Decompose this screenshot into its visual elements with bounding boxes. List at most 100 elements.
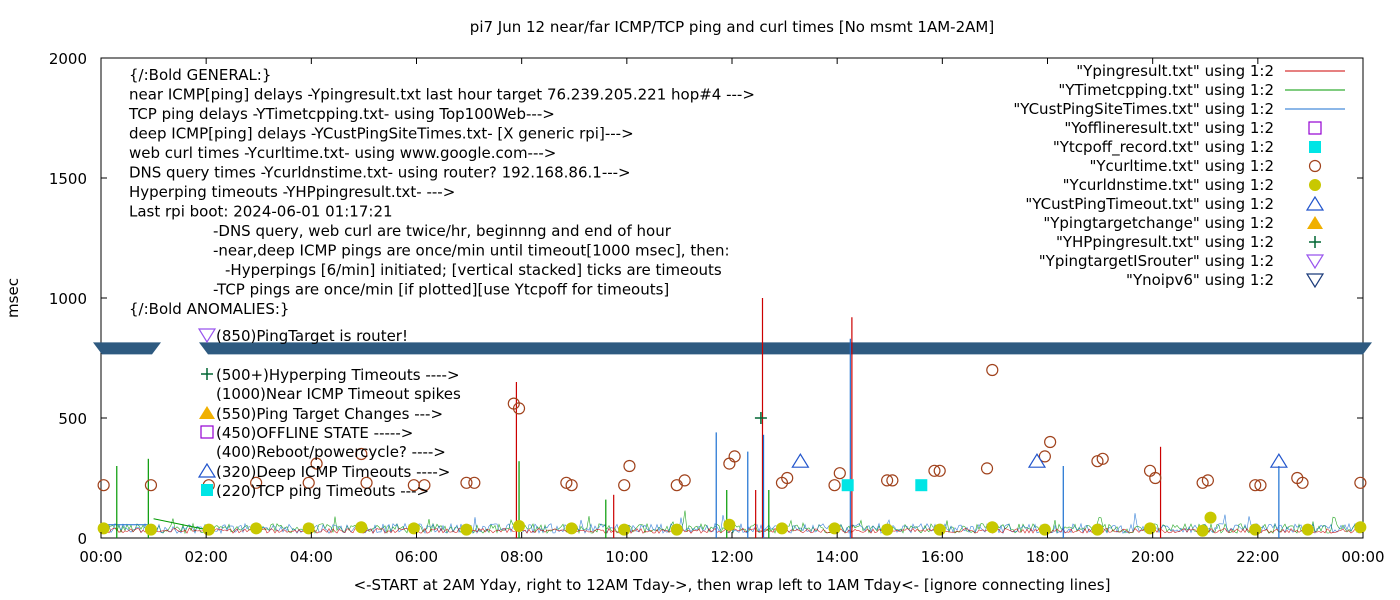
data-point	[1149, 471, 1162, 485]
data-point	[1143, 464, 1157, 477]
data-point	[754, 412, 767, 424]
data-point	[915, 479, 928, 492]
legend-marker	[1309, 236, 1321, 248]
x-tick-label: 00:00	[79, 548, 122, 566]
anomaly-marker	[201, 368, 213, 380]
data-point	[928, 464, 941, 477]
data-point	[828, 479, 841, 492]
data-point	[828, 522, 841, 535]
data-point	[678, 474, 691, 487]
data-point	[1038, 450, 1051, 463]
data-point	[1354, 521, 1367, 534]
anomaly-line: (850)PingTarget is router!	[216, 327, 408, 345]
data-point	[1144, 522, 1157, 535]
note-line: {/:Bold ANOMALIES:}	[129, 300, 289, 318]
data-point	[1044, 435, 1057, 449]
anomaly-marker	[200, 425, 214, 439]
data-point	[1038, 523, 1051, 536]
data-point	[618, 479, 631, 492]
legend-label: "YTimetcpping.txt" using 1:2	[1058, 81, 1274, 99]
data-point	[886, 474, 899, 487]
data-point	[1269, 453, 1288, 468]
data-point	[468, 476, 481, 489]
note-line: Last rpi boot: 2024-06-01 01:17:21	[129, 203, 393, 221]
x-tick-label: 12:00	[710, 548, 753, 566]
data-point	[1249, 523, 1262, 536]
data-point	[512, 402, 526, 415]
data-point	[407, 522, 420, 535]
data-point	[1196, 476, 1209, 489]
note-line: Hyperping timeouts -YHPpingresult.txt- -…	[129, 183, 455, 201]
band-left	[93, 342, 161, 355]
x-tick-label: 14:00	[816, 548, 859, 566]
notes: {/:Bold GENERAL:} near ICMP[ping] delays …	[128, 66, 755, 318]
data-point	[728, 450, 741, 463]
data-point	[302, 476, 315, 489]
data-point	[723, 457, 736, 470]
data-point	[460, 476, 473, 489]
x-tick-label: 08:00	[500, 548, 543, 566]
anomaly-marker	[201, 484, 213, 496]
note-line: -near,deep ICMP pings are once/min until…	[213, 242, 730, 260]
data-point	[360, 476, 373, 489]
legend-label: "YHPpingresult.txt" using 1:2	[1056, 233, 1274, 251]
anomaly-line: (400)Reboot/powercycle? ---->	[216, 443, 446, 461]
anomaly-marker	[197, 462, 217, 478]
note-line: -Hyperpings [6/min] initiated; [vertical…	[225, 261, 722, 279]
data-point	[97, 479, 110, 492]
connecting-line	[153, 518, 207, 531]
axis-ticks: 00:00 02:00 04:00 06:00 08:00 10:00 12:00 14:00…	[49, 50, 1385, 566]
legend-label: "YpingtargetISrouter" using 1:2	[1039, 252, 1274, 270]
anomaly-line: (450)OFFLINE STATE ----->	[216, 424, 413, 442]
x-tick-label: 02:00	[185, 548, 228, 566]
legend: "Ypingresult.txt" using 1:2"YTimetcpping…	[1013, 62, 1345, 289]
data-point	[1091, 523, 1104, 536]
data-point	[933, 523, 946, 536]
legend-label: "YCustPingTimeout.txt" using 1:2	[1025, 195, 1274, 213]
data-point	[881, 474, 894, 487]
x-tick-label: 18:00	[1026, 548, 1069, 566]
legend-label: "Ypingresult.txt" using 1:2	[1076, 62, 1274, 80]
data-point	[1296, 476, 1309, 489]
data-point	[1096, 452, 1109, 465]
data-point	[781, 471, 794, 485]
note-line: {/:Bold GENERAL:}	[129, 66, 271, 84]
data-point	[250, 476, 263, 489]
anomalies: (850)PingTarget is router! (500+)Hyperpin…	[197, 327, 461, 500]
data-point	[1249, 479, 1262, 492]
legend-marker	[1309, 179, 1321, 191]
legend-marker	[1305, 254, 1325, 270]
data-point	[791, 453, 810, 468]
data-point	[310, 457, 323, 470]
data-point	[623, 459, 636, 473]
legend-label: "Ycurldnstime.txt" using 1:2	[1063, 176, 1274, 194]
y-tick-label: 1500	[49, 170, 87, 188]
data-point	[1301, 523, 1314, 536]
data-point	[250, 522, 263, 535]
data-point	[986, 363, 999, 377]
legend-label: "Ypingtargetchange" using 1:2	[1043, 214, 1274, 232]
data-point	[670, 523, 683, 536]
legend-label: "Ycurltime.txt" using 1:2	[1089, 157, 1274, 175]
data-point	[841, 479, 854, 492]
data-point	[565, 522, 578, 535]
data-point	[560, 476, 573, 489]
x-tick-label: 20:00	[1131, 548, 1174, 566]
data-point	[302, 522, 315, 535]
data-point	[1354, 476, 1367, 489]
data-point	[775, 522, 788, 535]
x-tick-label: 06:00	[395, 548, 438, 566]
x-tick-label: 00:00	[1341, 548, 1384, 566]
y-axis-label: msec	[4, 278, 22, 318]
legend-marker	[1307, 216, 1323, 229]
data-point	[1027, 453, 1047, 468]
data-point	[355, 521, 368, 534]
note-line: near ICMP[ping] delays -Ypingresult.txt …	[129, 86, 755, 104]
data-point	[355, 447, 368, 461]
data-point	[202, 523, 215, 536]
data-point	[144, 479, 158, 492]
data-point	[418, 479, 431, 492]
data-point	[618, 523, 631, 536]
anomaly-line: (1000)Near ICMP Timeout spikes	[216, 385, 461, 403]
